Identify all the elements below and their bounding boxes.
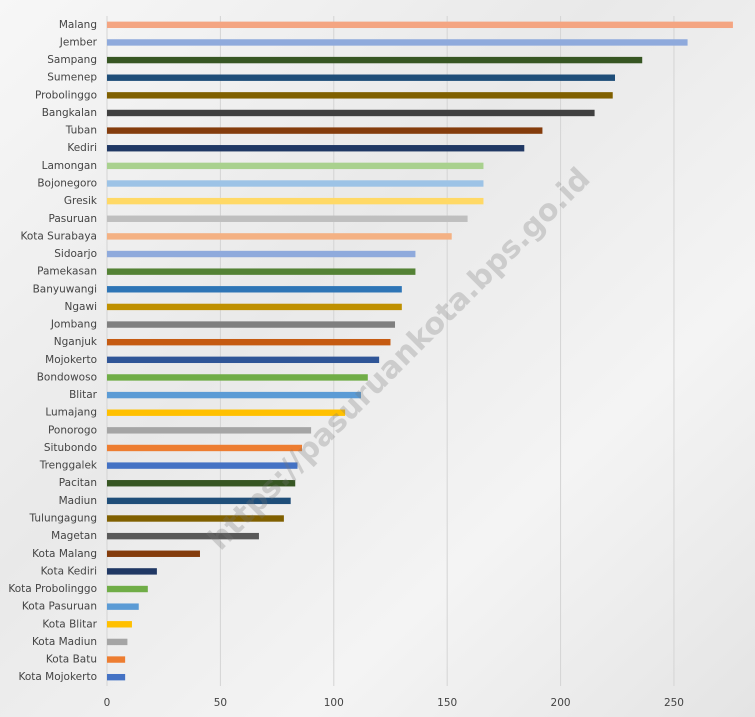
y-tick-label: Kota Probolinggo xyxy=(8,583,97,595)
bar xyxy=(107,621,132,628)
y-tick-label: Bangkalan xyxy=(42,107,97,119)
bar xyxy=(107,480,296,487)
bar xyxy=(107,444,303,452)
bar xyxy=(107,233,452,240)
y-tick-label: Magetan xyxy=(51,530,97,542)
y-tick-label: Nganjuk xyxy=(54,336,98,348)
y-tick-label: Kota Mojokerto xyxy=(18,671,97,683)
y-tick-label: Blitar xyxy=(69,389,98,401)
x-tick-label: 100 xyxy=(324,697,344,709)
x-tick-label: 200 xyxy=(551,697,571,709)
bar xyxy=(107,497,291,505)
y-tick-label: Kota Surabaya xyxy=(21,230,98,242)
y-tick-label: Bondowoso xyxy=(37,371,97,383)
y-tick-label: Sumenep xyxy=(47,72,97,84)
bar xyxy=(107,356,380,364)
y-tick-label: Pamekasan xyxy=(37,266,97,278)
bar xyxy=(107,215,468,222)
bar xyxy=(107,109,595,117)
y-tick-label: Lumajang xyxy=(45,407,97,419)
y-tick-label: Lamongan xyxy=(42,160,97,172)
x-tick-label: 250 xyxy=(664,697,684,709)
bar xyxy=(107,374,368,381)
bar xyxy=(107,145,525,152)
bar xyxy=(107,162,484,170)
bar xyxy=(107,550,200,557)
bar xyxy=(107,74,615,81)
y-tick-label: Kota Batu xyxy=(46,654,97,666)
bar xyxy=(107,39,688,46)
bar xyxy=(107,673,126,681)
y-tick-label: Situbondo xyxy=(44,442,97,454)
bar xyxy=(107,409,346,416)
x-tick-label: 0 xyxy=(104,697,111,709)
y-tick-label: Pacitan xyxy=(59,477,97,489)
y-tick-label: Banyuwangi xyxy=(33,283,97,295)
y-tick-label: Ponorogo xyxy=(48,424,97,436)
bar xyxy=(107,180,484,187)
bar xyxy=(107,585,148,593)
y-tick-label: Kota Madiun xyxy=(32,636,97,648)
bar xyxy=(107,127,543,134)
x-tick-label: 150 xyxy=(437,697,457,709)
y-tick-label: Kota Kediri xyxy=(41,565,97,577)
y-tick-label: Tuban xyxy=(65,125,97,137)
bar xyxy=(107,250,416,258)
y-tick-label: Kediri xyxy=(67,142,97,154)
y-tick-label: Sampang xyxy=(47,54,97,66)
y-tick-label: Pasuruan xyxy=(49,213,97,225)
bar xyxy=(107,391,361,399)
bar xyxy=(107,268,416,275)
y-tick-label: Kota Blitar xyxy=(42,618,97,630)
y-tick-label: Mojokerto xyxy=(45,354,97,366)
bar xyxy=(107,568,157,575)
bar xyxy=(107,532,259,540)
y-tick-label: Trenggalek xyxy=(39,460,98,472)
bar xyxy=(107,656,126,663)
bar xyxy=(107,197,484,205)
y-tick-label: Jember xyxy=(59,36,98,48)
y-tick-label: Bojonegoro xyxy=(37,178,97,190)
bar xyxy=(107,56,643,64)
y-tick-label: Gresik xyxy=(64,195,98,207)
bar xyxy=(107,286,402,293)
bar xyxy=(107,92,613,99)
bar xyxy=(107,638,128,646)
y-tick-label: Kota Malang xyxy=(32,548,97,560)
y-tick-label: Tulungagung xyxy=(29,513,97,525)
y-tick-label: Probolinggo xyxy=(35,89,97,101)
y-tick-label: Kota Pasuruan xyxy=(22,601,97,613)
y-tick-label: Madiun xyxy=(59,495,97,507)
bar xyxy=(107,21,733,29)
y-tick-label: Malang xyxy=(59,19,97,31)
bar xyxy=(107,338,391,346)
bar xyxy=(107,462,298,469)
y-tick-label: Ngawi xyxy=(65,301,97,313)
bar xyxy=(107,303,402,311)
bar xyxy=(107,427,312,434)
bar xyxy=(107,603,139,610)
bar xyxy=(107,321,396,328)
bar xyxy=(107,515,284,522)
y-tick-label: Jombang xyxy=(50,319,97,331)
y-tick-label: Sidoarjo xyxy=(54,248,97,260)
x-tick-label: 50 xyxy=(214,697,227,709)
